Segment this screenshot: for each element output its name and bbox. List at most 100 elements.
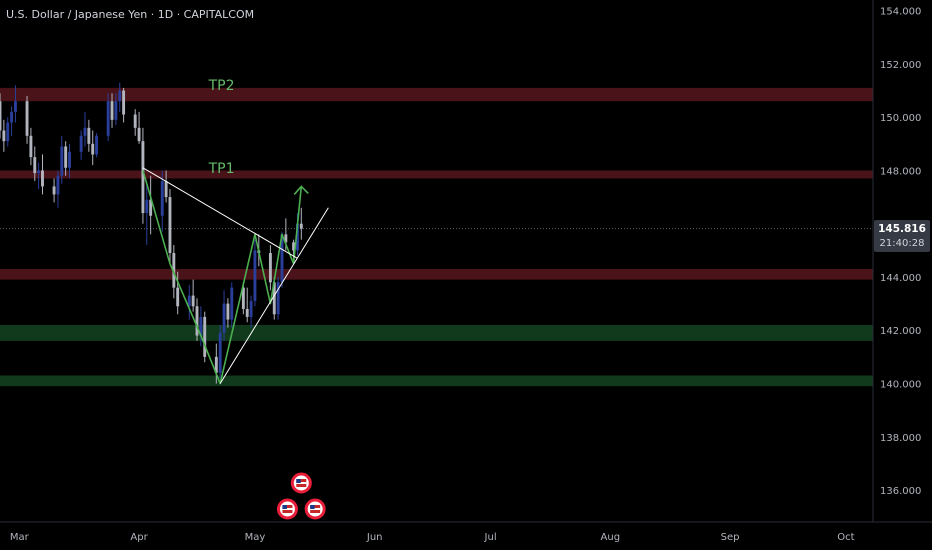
events-layer[interactable] xyxy=(276,472,326,520)
price-tick-label: 150.000 xyxy=(880,113,921,124)
candle-body-8 xyxy=(37,170,41,174)
trend-line-1 xyxy=(219,207,329,384)
candle-body-50 xyxy=(268,253,272,283)
candle-body-1 xyxy=(2,130,6,142)
candle-body-11 xyxy=(56,175,60,195)
candle-body-0 xyxy=(0,101,2,131)
candle-body-22 xyxy=(114,101,118,120)
candle-body-31 xyxy=(164,181,168,198)
candle-body-20 xyxy=(106,101,110,136)
candle-body-35 xyxy=(187,295,191,307)
candle-body-27 xyxy=(141,141,145,214)
price-tick-label: 138.000 xyxy=(880,433,921,444)
candle-body-54 xyxy=(284,234,288,243)
candle-body-32 xyxy=(168,197,172,254)
candle-body-40 xyxy=(214,356,218,373)
candle-body-57 xyxy=(299,223,303,229)
candle-body-12 xyxy=(60,146,64,176)
price-tick-label: 144.000 xyxy=(880,273,921,284)
time-axis[interactable]: Mar Apr May Jun Jul Aug Sep Oct xyxy=(10,532,855,543)
candle-body-17 xyxy=(87,127,91,144)
flag-stripe-white xyxy=(296,482,307,484)
price-tick-label: 142.000 xyxy=(880,326,921,337)
candle-body-53 xyxy=(280,234,284,283)
price-tick-label: 152.000 xyxy=(880,60,921,71)
price-tick-label: 136.000 xyxy=(880,486,921,497)
flag-stripe-white xyxy=(310,508,321,510)
candle-body-45 xyxy=(241,287,245,309)
time-tick-label: Jun xyxy=(366,532,383,543)
support-zone-3 xyxy=(0,324,873,341)
last-price-value: 145.816 xyxy=(878,223,926,235)
candle-body-51 xyxy=(272,282,276,315)
time-tick-label: Aug xyxy=(601,532,621,543)
candle-body-46 xyxy=(245,308,249,317)
time-tick-label: May xyxy=(245,532,266,543)
price-tick-label: 148.000 xyxy=(880,166,921,177)
candle-body-18 xyxy=(91,143,95,155)
candle-body-15 xyxy=(79,135,83,152)
annotation-tp1: TP1 xyxy=(208,161,235,177)
candle-body-3 xyxy=(10,111,14,123)
support-zone-4 xyxy=(0,375,873,387)
candle-body-21 xyxy=(110,101,114,120)
candle-body-24 xyxy=(122,90,126,115)
candle-body-47 xyxy=(249,300,253,317)
candle-body-36 xyxy=(191,295,195,307)
price-tick-label: 140.000 xyxy=(880,380,921,391)
time-tick-label: Mar xyxy=(10,532,30,543)
candle-body-23 xyxy=(118,90,122,102)
candle-body-30 xyxy=(160,181,164,216)
bar-countdown: 21:40:28 xyxy=(879,238,925,249)
annotation-tp2: TP2 xyxy=(208,78,235,94)
flag-canton xyxy=(310,505,315,509)
symbol-title: U.S. Dollar / Japanese Yen · 1D · CAPITA… xyxy=(6,8,255,21)
candle-body-52 xyxy=(276,282,280,315)
candle-body-26 xyxy=(137,127,141,142)
candle-body-41 xyxy=(218,332,222,373)
us-flag-event-icon-2[interactable] xyxy=(304,498,326,520)
candles-layer xyxy=(0,82,303,384)
price-tick-label: 154.000 xyxy=(880,7,921,18)
candle-body-48 xyxy=(253,250,257,301)
last-price-tag: 145.816 21:40:28 xyxy=(874,220,930,252)
candle-body-13 xyxy=(64,146,68,168)
candle-body-28 xyxy=(145,199,149,214)
time-tick-label: Sep xyxy=(721,532,740,543)
candle-body-14 xyxy=(68,151,71,168)
candle-body-25 xyxy=(133,114,137,128)
candle-body-16 xyxy=(83,127,87,136)
candle-body-44 xyxy=(230,287,234,320)
candle-body-33 xyxy=(172,253,176,288)
candle-body-56 xyxy=(295,223,299,251)
flag-canton xyxy=(296,479,301,483)
candle-body-37 xyxy=(195,306,199,336)
us-flag-event-icon-0[interactable] xyxy=(290,472,312,494)
trend-line-0 xyxy=(142,167,298,259)
flag-stripe-white xyxy=(282,508,293,510)
us-flag-event-icon-1[interactable] xyxy=(276,498,298,520)
flag-canton xyxy=(282,505,287,509)
candle-body-34 xyxy=(176,287,180,307)
candle-body-38 xyxy=(199,316,203,336)
candle-body-2 xyxy=(6,122,10,142)
candle-body-43 xyxy=(226,303,230,320)
zones-layer xyxy=(0,87,873,387)
time-tick-label: Apr xyxy=(130,532,148,543)
time-tick-label: Oct xyxy=(837,532,854,543)
candle-body-42 xyxy=(222,303,226,333)
candle-body-29 xyxy=(149,199,153,216)
resistance-zone-1 xyxy=(0,170,873,179)
candle-body-55 xyxy=(292,242,296,251)
drawings-layer: TP2 TP1 xyxy=(142,78,329,385)
candle-body-10 xyxy=(52,186,56,195)
candle-body-5 xyxy=(25,101,29,136)
time-tick-label: Jul xyxy=(484,532,497,543)
candle-body-19 xyxy=(95,135,99,155)
candle-body-39 xyxy=(203,316,207,357)
candle-body-7 xyxy=(33,157,37,174)
candle-body-4 xyxy=(14,101,17,112)
resistance-zone-0 xyxy=(0,87,873,102)
candle-body-6 xyxy=(29,135,33,158)
